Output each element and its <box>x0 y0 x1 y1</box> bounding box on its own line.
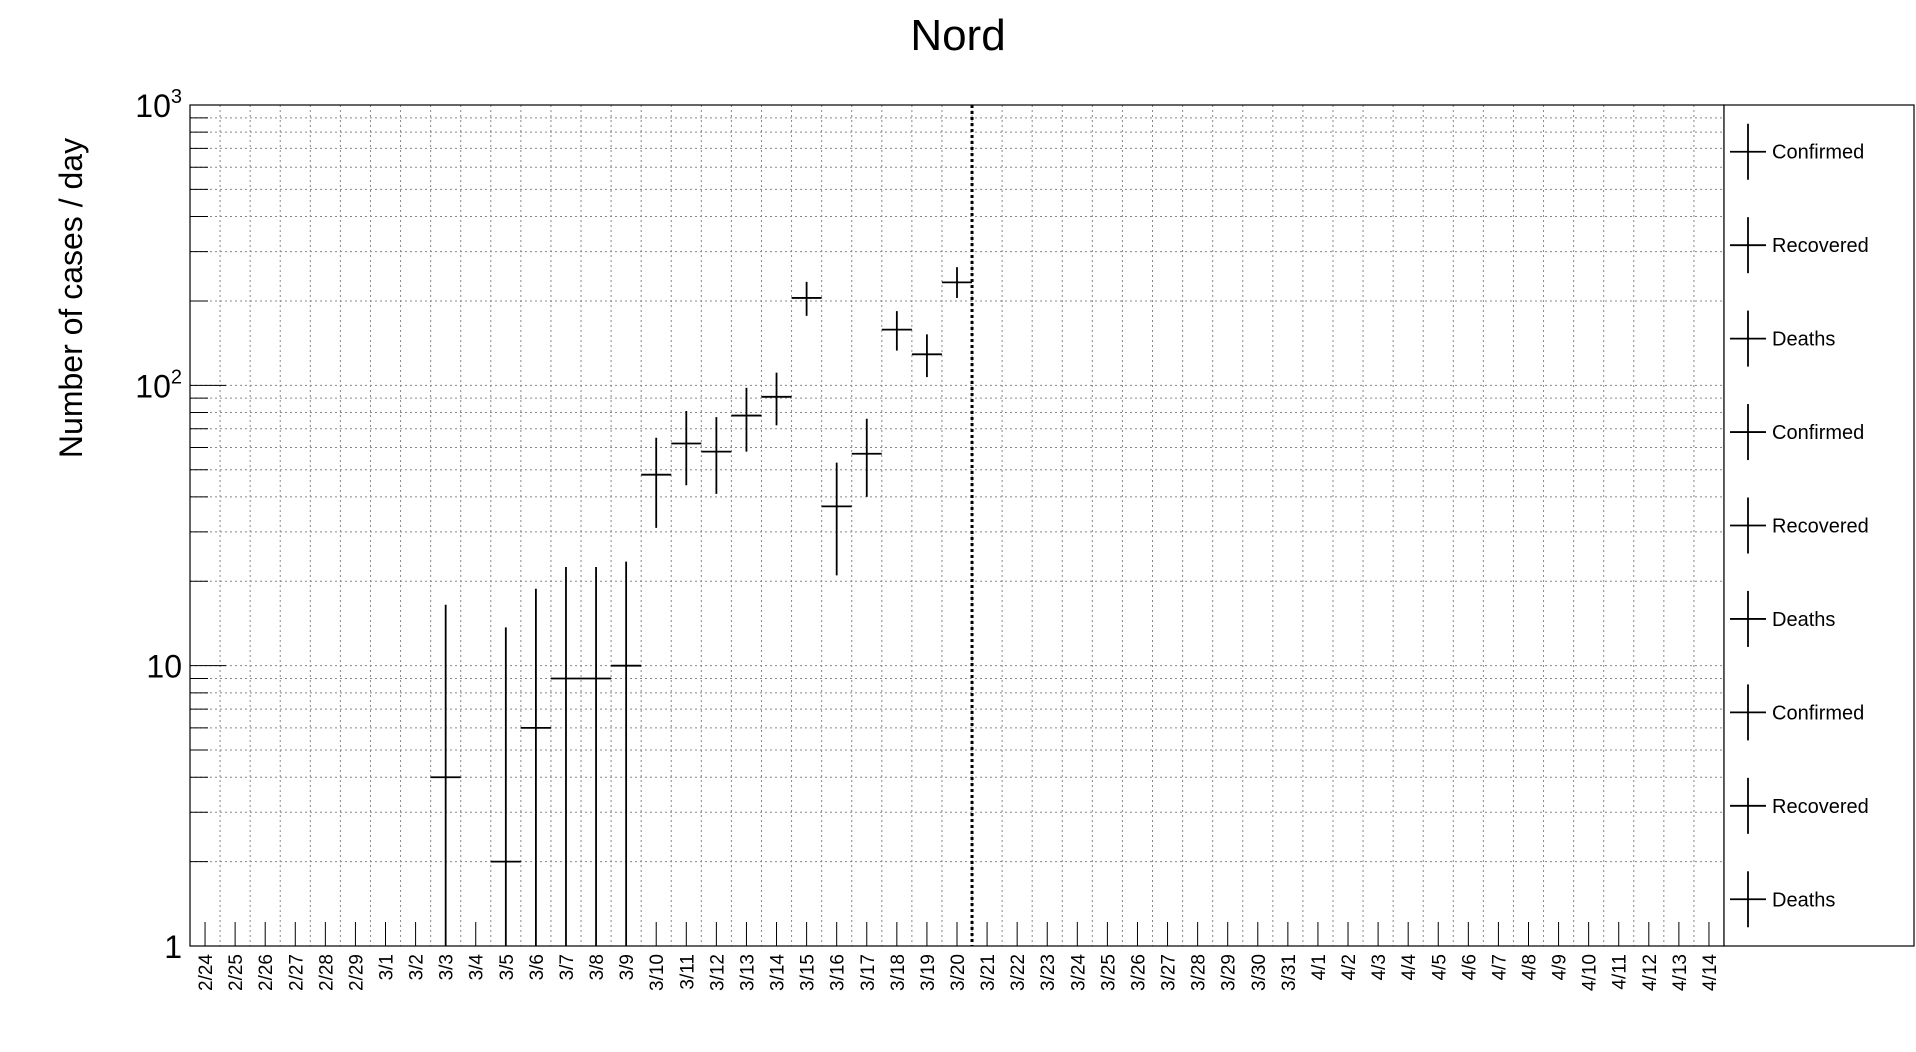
data-point <box>520 588 551 946</box>
x-tick-label: 3/19 <box>918 954 939 991</box>
data-point <box>611 561 642 946</box>
data-point <box>641 437 672 528</box>
legend-label: Confirmed <box>1772 702 1864 724</box>
legend-entry: Confirmed <box>1730 404 1864 461</box>
x-tick-label: 4/9 <box>1550 954 1571 980</box>
x-tick-label: 3/12 <box>707 954 728 991</box>
data-points <box>430 267 973 946</box>
legend-entry: Deaths <box>1730 871 1835 928</box>
x-tick-label: 4/11 <box>1610 954 1631 990</box>
x-tick-label: 3/23 <box>1038 954 1059 991</box>
legend-label: Recovered <box>1772 796 1869 818</box>
x-tick-label: 3/8 <box>587 954 608 980</box>
x-tick-label: 3/29 <box>1219 954 1240 991</box>
x-tick-label: 4/3 <box>1369 954 1390 980</box>
x-tick-label: 3/28 <box>1189 954 1210 991</box>
legend-label: Deaths <box>1772 609 1835 631</box>
x-tick-label: 3/6 <box>527 954 548 980</box>
x-tick-label: 3/1 <box>377 954 398 980</box>
x-tick-label: 3/2 <box>407 954 428 980</box>
x-tick-label: 3/24 <box>1068 954 1089 991</box>
x-tick-label: 4/12 <box>1640 954 1661 991</box>
data-point <box>430 604 461 946</box>
chart-title: Nord <box>910 11 1005 60</box>
x-tick-label: 2/24 <box>196 954 217 991</box>
x-tick-label: 3/13 <box>737 954 758 991</box>
y-tick-label: 10 <box>146 649 182 685</box>
x-tick-label: 4/13 <box>1670 954 1691 991</box>
x-tick-label: 4/5 <box>1429 954 1450 980</box>
data-point <box>851 418 882 497</box>
y-tick-label: 1 <box>164 929 182 965</box>
x-tick-label: 2/25 <box>226 954 247 991</box>
x-tick-label: 3/15 <box>798 954 819 991</box>
x-tick-label: 2/28 <box>316 954 337 991</box>
y-axis-label: Number of cases / day <box>53 138 89 458</box>
x-tick-label: 3/21 <box>978 954 999 991</box>
data-point <box>761 372 792 426</box>
x-tick-label: 4/6 <box>1459 954 1480 980</box>
x-tick-label: 3/10 <box>647 954 668 991</box>
data-point <box>791 281 822 316</box>
x-tick-label: 3/26 <box>1128 954 1149 991</box>
x-tick-label: 3/4 <box>467 954 488 981</box>
x-tick-label: 2/27 <box>286 954 307 991</box>
plot-area <box>189 104 1725 947</box>
legend-entries: Confirmed Recovered Deaths Confirmed Recover… <box>1730 123 1869 928</box>
x-tick-label: 3/16 <box>828 954 849 991</box>
data-point <box>731 387 762 452</box>
x-tick-label: 3/31 <box>1279 954 1300 991</box>
x-tick-label: 3/22 <box>1008 954 1029 991</box>
legend-label: Confirmed <box>1772 142 1864 164</box>
x-axis: 2/24 2/25 2/26 2/27 2/28 2/29 3/1 3/2 3/3 3/4 3/5 3… <box>196 922 1721 991</box>
data-point <box>550 566 582 946</box>
legend-label: Confirmed <box>1772 422 1864 444</box>
x-tick-label: 4/4 <box>1399 954 1420 981</box>
x-tick-label: 4/7 <box>1489 954 1510 980</box>
x-tick-label: 4/8 <box>1519 954 1540 980</box>
x-tick-label: 3/14 <box>768 954 789 991</box>
data-point <box>701 417 732 494</box>
y-axis: 1 10 102 103 <box>135 86 226 965</box>
x-tick-label: 4/2 <box>1339 954 1360 980</box>
legend-entry: Recovered <box>1730 777 1869 834</box>
data-point <box>881 311 912 351</box>
data-point <box>911 334 942 378</box>
data-point <box>490 627 521 946</box>
x-tick-label: 4/1 <box>1309 954 1330 980</box>
legend-entry: Deaths <box>1730 310 1835 367</box>
legend-entry: Recovered <box>1730 497 1869 554</box>
y-tick-label: 102 <box>135 366 182 404</box>
legend-entry: Recovered <box>1730 217 1869 274</box>
x-tick-label: 2/29 <box>346 954 367 991</box>
grid-lines <box>189 105 1724 946</box>
legend-entry: Confirmed <box>1730 684 1864 741</box>
x-tick-label: 4/14 <box>1700 954 1721 991</box>
x-tick-label: 4/10 <box>1580 954 1601 991</box>
legend-label: Recovered <box>1772 235 1869 257</box>
x-tick-label: 3/30 <box>1249 954 1270 991</box>
legend-label: Deaths <box>1772 889 1835 911</box>
y-tick-label: 103 <box>135 86 182 124</box>
x-tick-label: 3/25 <box>1098 954 1119 991</box>
x-tick-label: 3/17 <box>858 954 879 991</box>
x-tick-label: 3/3 <box>437 954 458 980</box>
x-tick-label: 3/20 <box>948 954 969 991</box>
x-tick-label: 3/5 <box>497 954 518 980</box>
x-tick-label: 3/18 <box>888 954 909 991</box>
legend-entry: Deaths <box>1730 590 1835 647</box>
x-tick-label: 3/27 <box>1159 954 1180 991</box>
x-tick-label: 3/9 <box>617 954 638 980</box>
x-tick-label: 2/26 <box>256 954 277 991</box>
legend-label: Deaths <box>1772 329 1835 351</box>
data-point <box>671 410 702 486</box>
x-tick-label: 3/7 <box>557 954 578 980</box>
data-point <box>941 267 973 298</box>
legend-label: Recovered <box>1772 516 1869 538</box>
data-point <box>821 462 852 576</box>
legend-entry: Confirmed <box>1730 123 1864 180</box>
data-point <box>581 566 612 946</box>
x-tick-label: 3/11 <box>677 954 698 990</box>
